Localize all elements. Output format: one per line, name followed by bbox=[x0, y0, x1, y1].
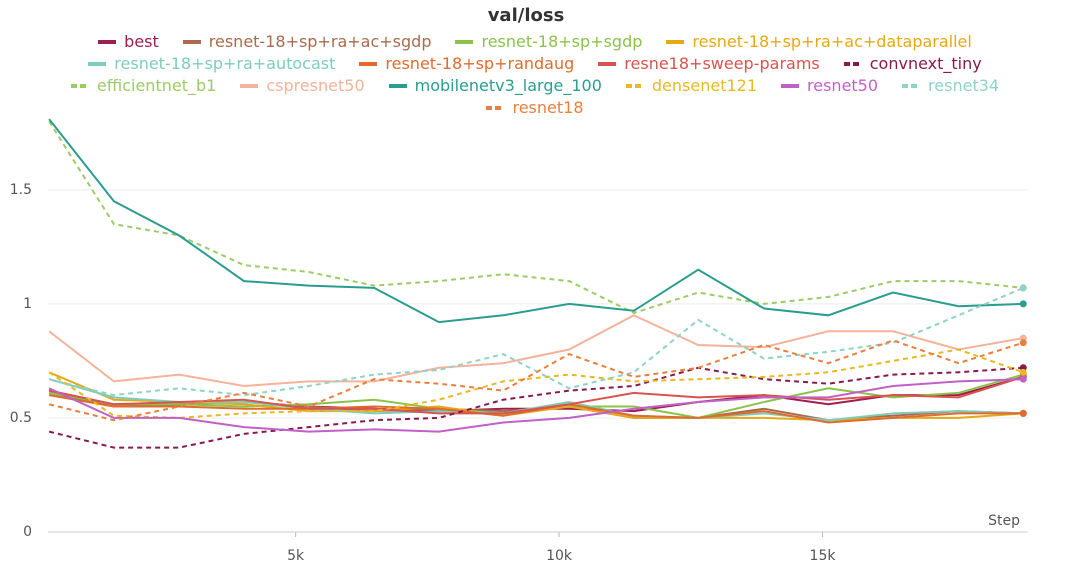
legend-swatch bbox=[88, 62, 107, 66]
legend-item[interactable]: resnet-18+sp+ra+ac+dataparallel bbox=[666, 32, 972, 52]
legend-item[interactable]: mobilenetv3_large_100 bbox=[388, 76, 602, 96]
legend-item[interactable]: resnet34 bbox=[902, 76, 999, 96]
legend-item[interactable]: resnet-18+sp+randaug bbox=[359, 54, 574, 74]
end-point bbox=[1019, 375, 1027, 383]
legend-swatch bbox=[625, 84, 644, 88]
legend-swatch bbox=[486, 106, 505, 110]
y-tick-label: 0 bbox=[23, 524, 32, 540]
legend-swatch bbox=[359, 62, 378, 66]
series-line bbox=[48, 394, 1024, 424]
series-line bbox=[48, 118, 1024, 324]
legend-item[interactable]: resne18+sweep-params bbox=[598, 54, 820, 74]
legend-item[interactable]: cspresnet50 bbox=[240, 76, 365, 96]
legend-label: resnet34 bbox=[928, 76, 1000, 95]
legend-label: resnet-18+sp+ra+autocast bbox=[114, 54, 336, 73]
legend-label: resne18+sweep-params bbox=[624, 54, 820, 73]
series-line bbox=[48, 375, 1024, 415]
legend-swatch bbox=[182, 40, 201, 44]
legend-label: densenet121 bbox=[651, 76, 758, 95]
legend-label: resnet-18+sp+ra+ac+sgdp bbox=[208, 32, 432, 51]
legend-item[interactable]: convnext_tiny bbox=[843, 54, 982, 74]
x-tick-label: 15k bbox=[810, 548, 837, 564]
legend-swatch bbox=[843, 62, 862, 66]
series-line bbox=[48, 314, 1024, 388]
y-tick-label: 0.5 bbox=[10, 410, 32, 426]
legend-swatch bbox=[781, 84, 800, 88]
legend-swatch bbox=[98, 40, 117, 44]
series-line bbox=[48, 378, 1024, 422]
legend-swatch bbox=[598, 62, 617, 66]
legend-item[interactable]: resnet-18+sp+ra+autocast bbox=[88, 54, 335, 74]
legend-item[interactable]: densenet121 bbox=[625, 76, 758, 96]
series-line bbox=[48, 371, 1024, 422]
legend-item[interactable]: resnet18 bbox=[486, 98, 584, 118]
legend-swatch bbox=[666, 40, 685, 44]
legend-label: best bbox=[124, 32, 159, 51]
legend-item[interactable]: efficientnet_b1 bbox=[70, 76, 217, 96]
legend-swatch bbox=[388, 84, 407, 88]
chart-title: val/loss bbox=[488, 5, 565, 26]
end-point bbox=[1019, 409, 1027, 417]
series-line bbox=[48, 348, 1024, 419]
legend-label: efficientnet_b1 bbox=[96, 76, 217, 95]
legend-item[interactable]: resnet50 bbox=[781, 76, 878, 96]
series-line bbox=[48, 366, 1024, 449]
end-point bbox=[1019, 339, 1027, 347]
legend-swatch bbox=[455, 40, 474, 44]
x-tick-label: 10k bbox=[546, 548, 573, 564]
end-point bbox=[1019, 300, 1027, 308]
legend-label: mobilenetv3_large_100 bbox=[414, 76, 602, 95]
x-tick-label: 5k bbox=[287, 548, 305, 564]
end-point bbox=[1019, 284, 1027, 292]
legend-label: resnet-18+sp+randaug bbox=[385, 54, 575, 73]
legend-item[interactable]: resnet-18+sp+sgdp bbox=[455, 32, 642, 52]
x-axis-label: Step bbox=[988, 513, 1020, 529]
series-line bbox=[48, 120, 1024, 315]
legend-item[interactable]: best bbox=[98, 32, 159, 52]
legend-label: resnet50 bbox=[807, 76, 879, 95]
legend-swatch bbox=[902, 84, 921, 88]
series-line bbox=[48, 375, 1024, 413]
y-tick-label: 1 bbox=[23, 296, 32, 312]
series-line bbox=[48, 378, 1024, 433]
legend-label: convnext_tiny bbox=[869, 54, 982, 73]
series-line bbox=[48, 339, 1024, 422]
legend: best resnet-18+sp+ra+ac+sgdp resnet-18+sp+… bbox=[40, 32, 1030, 118]
legend-item[interactable]: resnet-18+sp+ra+ac+sgdp bbox=[182, 32, 432, 52]
legend-label: resnet18 bbox=[512, 98, 584, 117]
legend-label: resnet-18+sp+ra+ac+dataparallel bbox=[692, 32, 972, 51]
legend-swatch bbox=[240, 84, 259, 88]
series-line bbox=[48, 286, 1024, 397]
legend-label: cspresnet50 bbox=[266, 76, 365, 95]
end-point bbox=[1019, 368, 1027, 376]
legend-label: resnet-18+sp+sgdp bbox=[481, 32, 643, 51]
y-tick-label: 1.5 bbox=[10, 182, 32, 198]
legend-swatch bbox=[70, 84, 89, 88]
